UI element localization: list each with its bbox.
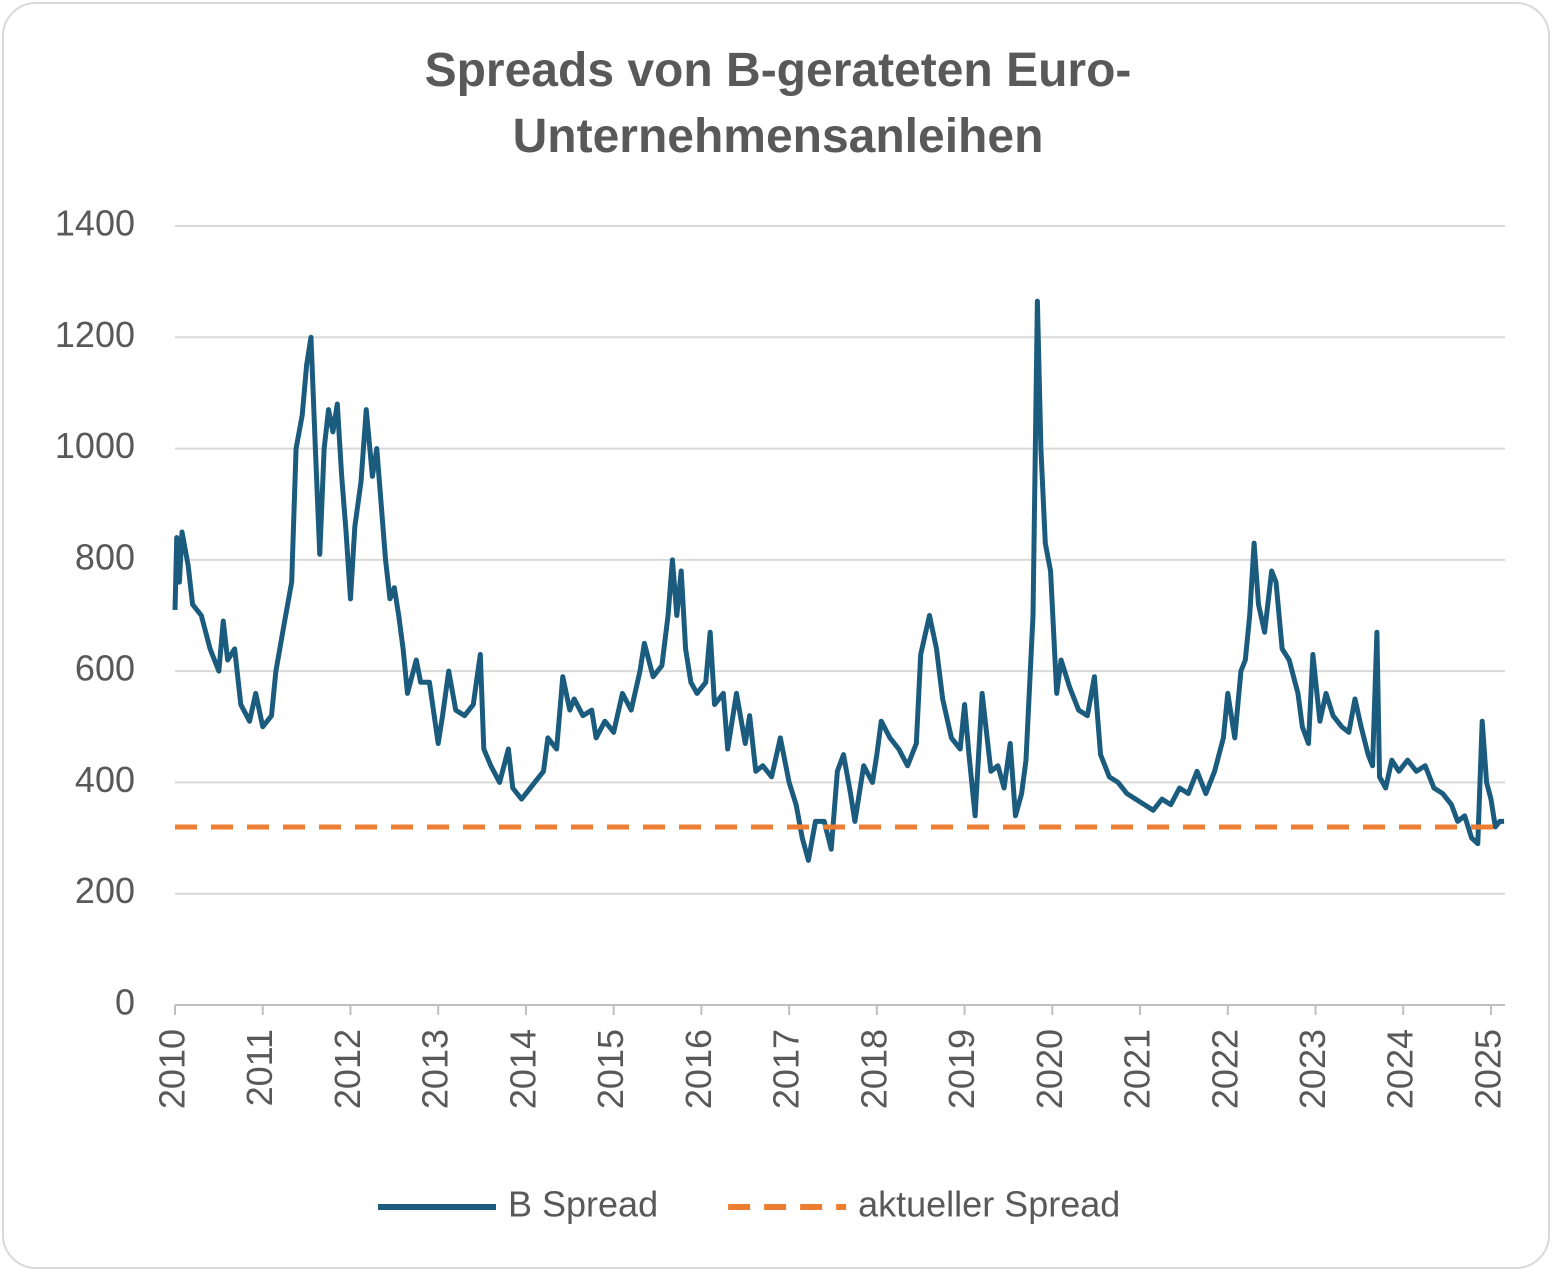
- y-tick-label: 600: [75, 648, 135, 689]
- series-line: [172, 298, 1505, 863]
- x-tick-label: 2011: [239, 1029, 280, 1106]
- x-tick-label: 2018: [853, 1029, 894, 1109]
- y-tick-label: 200: [75, 870, 135, 911]
- x-tick-label: 2012: [327, 1029, 368, 1109]
- chart-title: Spreads von B-gerateten Euro-Unternehmen…: [424, 44, 1132, 163]
- x-tick-label: 2016: [678, 1029, 719, 1109]
- y-tick-label: 400: [75, 759, 135, 800]
- x-tick-label: 2023: [1292, 1029, 1333, 1109]
- x-tick-label: 2013: [415, 1029, 456, 1109]
- x-tick-label: 2019: [941, 1029, 982, 1109]
- y-tick-label: 0: [115, 982, 135, 1023]
- x-tick-label: 2021: [1117, 1029, 1158, 1109]
- legend-label: aktueller Spread: [858, 1184, 1120, 1225]
- x-tick-label: 2024: [1380, 1029, 1421, 1109]
- y-tick-label: 1000: [55, 425, 135, 466]
- x-tick-label: 2017: [766, 1029, 807, 1109]
- x-tick-label: 2022: [1204, 1029, 1245, 1109]
- legend-label: B Spread: [508, 1184, 658, 1225]
- x-tick-label: 2015: [590, 1029, 631, 1109]
- x-tick-label: 2010: [152, 1029, 193, 1109]
- y-tick-label: 800: [75, 536, 135, 577]
- x-tick-label: 2020: [1029, 1029, 1070, 1109]
- x-tick-label: 2014: [502, 1029, 543, 1109]
- y-tick-label: 1200: [55, 314, 135, 355]
- y-tick-label: 1400: [55, 203, 135, 244]
- x-tick-label: 2025: [1467, 1029, 1508, 1109]
